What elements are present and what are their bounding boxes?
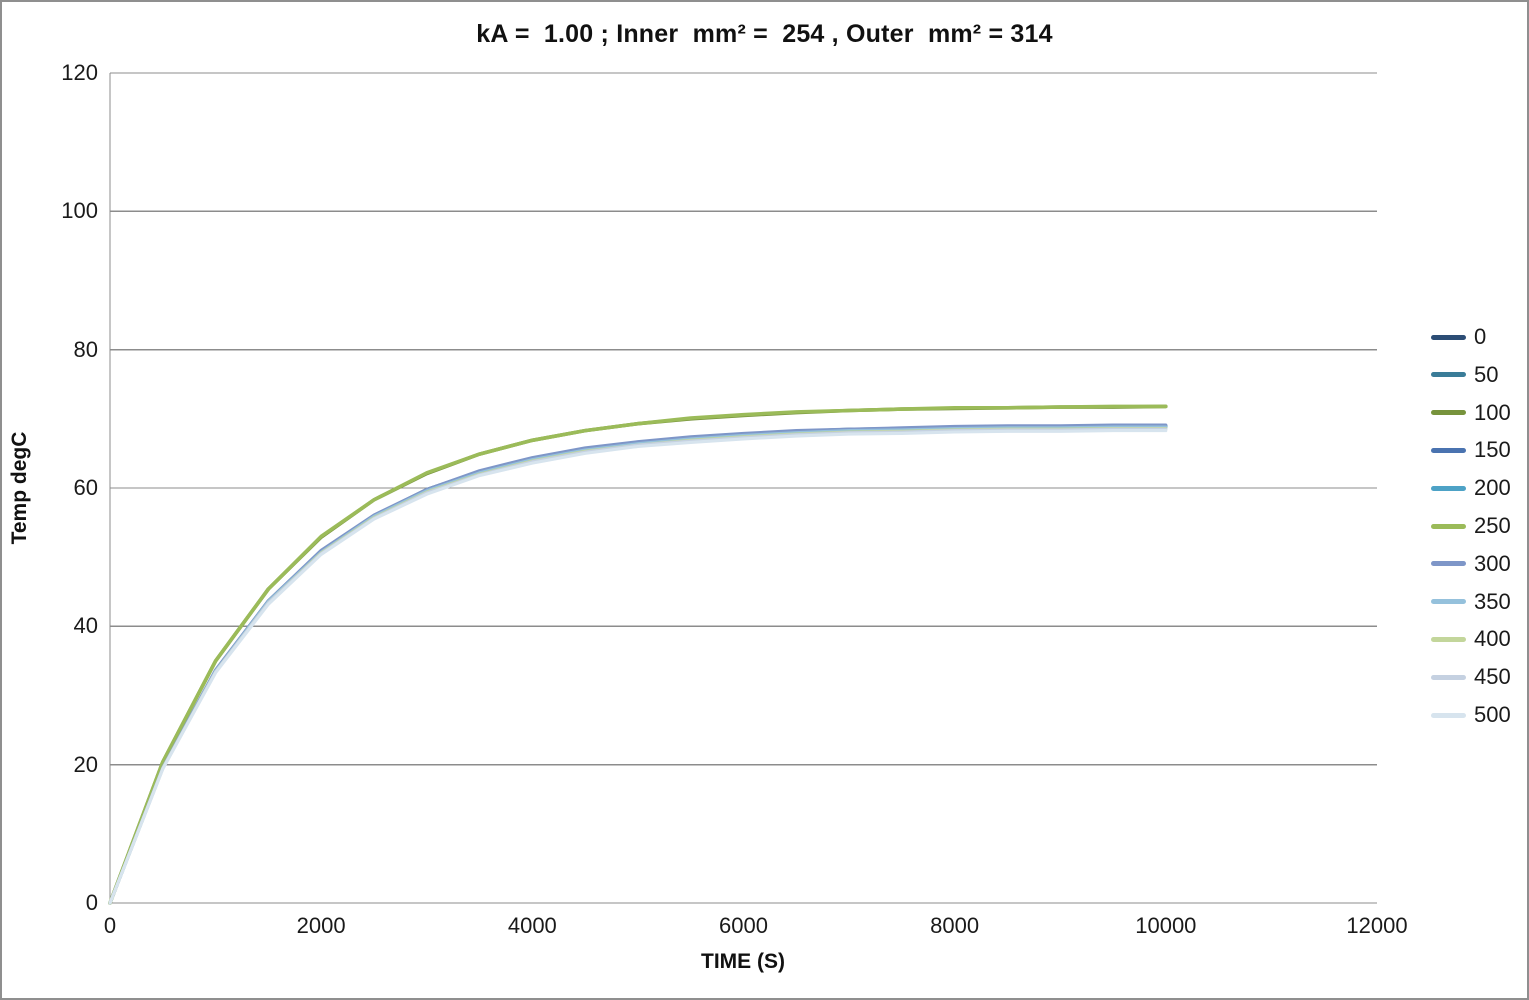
y-tick-label-60: 60 bbox=[73, 475, 98, 500]
legend-entry-350: 350 bbox=[1431, 588, 1511, 616]
legend-swatch-450 bbox=[1431, 674, 1466, 680]
series-line-500 bbox=[108, 429, 1168, 905]
legend-label-200: 200 bbox=[1474, 475, 1511, 501]
x-tick-label-12000: 12000 bbox=[1346, 913, 1408, 938]
y-tick-label-120: 120 bbox=[61, 60, 98, 85]
legend-entry-450: 450 bbox=[1431, 663, 1511, 691]
legend-entry-250: 250 bbox=[1431, 512, 1511, 540]
y-tick-label-40: 40 bbox=[73, 613, 98, 639]
legend-entry-500: 500 bbox=[1431, 701, 1511, 729]
legend-entry-150: 150 bbox=[1431, 436, 1511, 464]
x-tick-label-2000: 2000 bbox=[296, 913, 346, 938]
x-tick-label-4000: 4000 bbox=[507, 913, 557, 938]
y-axis-title: Temp degC bbox=[8, 431, 31, 545]
legend-swatch-100 bbox=[1431, 410, 1466, 416]
series-line-200 bbox=[108, 425, 1168, 905]
y-tick-label-20: 20 bbox=[73, 751, 98, 777]
x-tick-label-0: 0 bbox=[103, 913, 117, 938]
x-tick-label-8000: 8000 bbox=[930, 913, 980, 938]
y-tick-label-0: 0 bbox=[85, 890, 98, 915]
series-line-0 bbox=[108, 424, 1168, 905]
legend-label-100: 100 bbox=[1474, 399, 1511, 425]
legend-label-250: 250 bbox=[1474, 513, 1511, 538]
legend-swatch-0 bbox=[1431, 334, 1466, 340]
legend-label-0: 0 bbox=[1474, 324, 1487, 349]
series-line-450 bbox=[108, 427, 1168, 905]
series-line-250 bbox=[108, 404, 1168, 905]
legend-entry-400: 400 bbox=[1431, 625, 1511, 653]
legend-label-400: 400 bbox=[1474, 626, 1511, 652]
series-line-350 bbox=[108, 425, 1168, 905]
y-tick-label-80: 80 bbox=[73, 336, 98, 362]
legend-swatch-500 bbox=[1431, 712, 1466, 718]
x-tick-label-10000: 10000 bbox=[1135, 913, 1197, 938]
series-line-100 bbox=[108, 404, 1168, 905]
legend-label-500: 500 bbox=[1474, 702, 1511, 727]
legend-label-150: 150 bbox=[1474, 437, 1511, 463]
legend-swatch-400 bbox=[1431, 636, 1466, 642]
legend-label-450: 450 bbox=[1474, 664, 1511, 690]
legend-entry-200: 200 bbox=[1431, 474, 1511, 502]
x-axis-title: TIME (S) bbox=[701, 950, 785, 973]
legend-swatch-200 bbox=[1431, 485, 1466, 491]
legend-entry-50: 50 bbox=[1431, 361, 1498, 389]
x-tick-label-6000: 6000 bbox=[719, 913, 768, 938]
series-line-50 bbox=[108, 424, 1168, 905]
legend-label-350: 350 bbox=[1474, 588, 1511, 614]
y-tick-label-100: 100 bbox=[61, 198, 98, 224]
legend-swatch-250 bbox=[1431, 523, 1466, 529]
legend-swatch-350 bbox=[1431, 599, 1466, 605]
series-line-400 bbox=[108, 426, 1168, 905]
legend-swatch-50 bbox=[1431, 372, 1466, 378]
legend-entry-300: 300 bbox=[1431, 550, 1511, 578]
series-line-300 bbox=[108, 423, 1168, 905]
legend-label-300: 300 bbox=[1474, 550, 1511, 576]
chart-title: kA = 1.00 ; Inner mm² = 254 , Outer mm² … bbox=[476, 20, 1053, 48]
series-line-150 bbox=[108, 424, 1168, 905]
legend-entry-100: 100 bbox=[1431, 399, 1511, 427]
legend-label-50: 50 bbox=[1474, 361, 1499, 387]
legend-entry-0: 0 bbox=[1431, 323, 1486, 351]
legend-swatch-300 bbox=[1431, 561, 1466, 567]
legend-swatch-150 bbox=[1431, 447, 1466, 453]
